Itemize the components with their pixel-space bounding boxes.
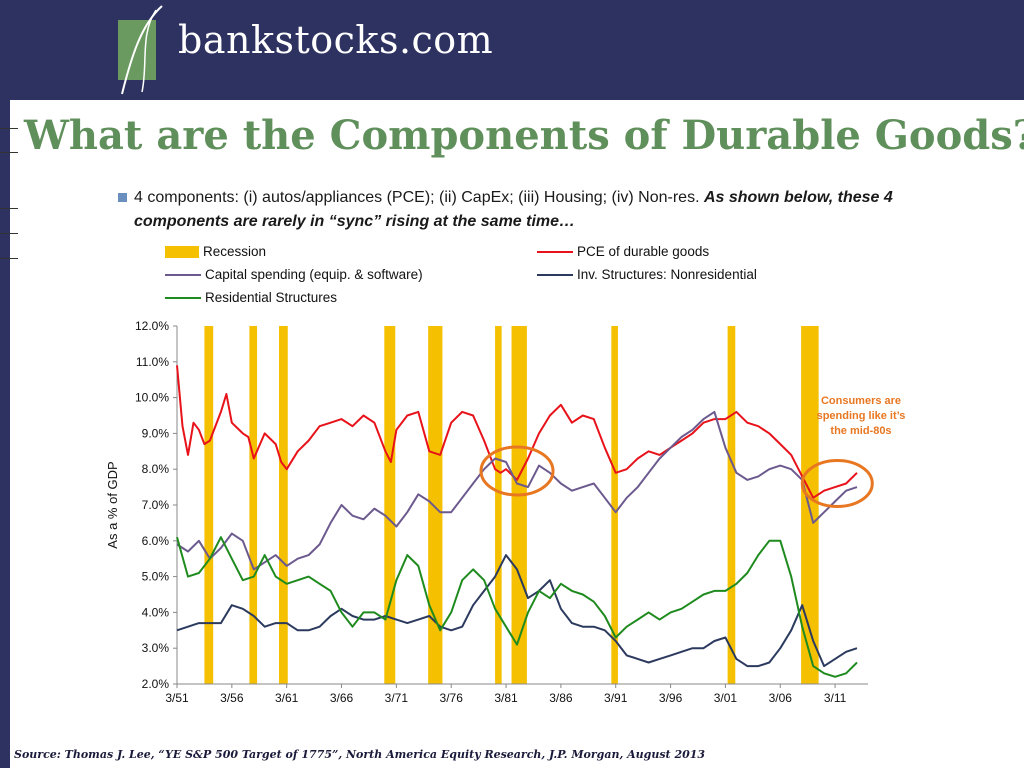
recession-bar	[727, 326, 736, 684]
recession-bar	[801, 326, 819, 684]
annotation-line: spending like it’s	[816, 410, 906, 422]
recession-bar	[511, 326, 527, 684]
x-tick-label: 3/06	[769, 691, 793, 705]
highlight-circle-recent	[800, 459, 874, 509]
x-tick-label: 3/66	[330, 691, 354, 705]
y-tick-label: 11.0%	[136, 355, 169, 369]
legend-label-residential: Residential Structures	[205, 290, 338, 305]
leaf-logo-icon	[118, 5, 163, 95]
legend-swatch-pce	[537, 250, 573, 253]
bullet-emphasis: As shown below, these 4 components are r…	[134, 189, 893, 230]
y-axis-label: As a % of GDP	[105, 461, 120, 548]
recession-bar	[611, 326, 618, 684]
x-tick-label: 3/61	[275, 691, 299, 705]
x-tick-label: 3/51	[165, 691, 189, 705]
legend-item-pce: PCE of durable goods	[537, 244, 709, 259]
x-tick-label: 3/01	[714, 691, 738, 705]
x-tick-label: 3/86	[549, 691, 573, 705]
legend-item-recession: Recession	[165, 244, 266, 259]
x-tick-label: 3/76	[440, 691, 464, 705]
series-line-capex	[176, 410, 858, 571]
x-tick-label: 3/81	[494, 691, 518, 705]
recession-bar	[495, 326, 502, 684]
y-tick-label: 4.0%	[142, 605, 170, 619]
y-tick-label: 2.0%	[142, 677, 170, 691]
y-tick-label: 12.0%	[135, 319, 169, 333]
highlight-circle-1980s	[479, 445, 555, 497]
x-tick-label: 3/96	[659, 691, 683, 705]
header-bar: bankstocks.com	[0, 0, 1024, 100]
y-tick-label: 6.0%	[142, 534, 170, 548]
legend-item-capex: Capital spending (equip. & software)	[165, 267, 423, 282]
legend-swatch-capex	[165, 273, 201, 276]
bullet-point: 4 components: (i) autos/appliances (PCE)…	[118, 186, 958, 234]
y-tick-label: 3.0%	[142, 641, 170, 655]
y-tick-label: 7.0%	[142, 498, 170, 512]
recession-bar	[428, 326, 443, 684]
x-tick-label: 3/11	[824, 691, 847, 705]
legend-item-nonres: Inv. Structures: Nonresidential	[537, 267, 757, 282]
y-tick-label: 5.0%	[142, 570, 170, 584]
y-tick-label: 8.0%	[142, 462, 170, 476]
x-tick-label: 3/71	[385, 691, 409, 705]
series-line-residential	[176, 536, 858, 678]
series-line-pce	[176, 365, 858, 499]
recession-bar	[384, 326, 396, 684]
bullet-square-icon	[118, 193, 127, 202]
legend-label-recession: Recession	[203, 244, 267, 259]
legend-swatch-nonres	[537, 273, 573, 276]
legend-swatch-recession	[165, 245, 199, 258]
bullet-text: 4 components: (i) autos/appliances (PCE)…	[134, 189, 700, 206]
annotation-line: Consumers are	[820, 395, 902, 407]
annotation-line: the mid-80s	[830, 425, 892, 437]
recession-bar	[249, 326, 258, 684]
x-tick-label: 3/56	[220, 691, 244, 705]
x-tick-label: 3/91	[604, 691, 628, 705]
slide-edge-marks	[0, 100, 22, 300]
series-line-nonres	[176, 554, 858, 668]
legend-item-residential: Residential Structures	[165, 290, 337, 305]
chart-legend: Recession PCE of durable goods Capital s…	[165, 244, 785, 314]
legend-label-pce: PCE of durable goods	[577, 244, 710, 259]
source-note: Source: Thomas J. Lee, “YE S&P 500 Targe…	[14, 748, 706, 761]
legend-swatch-residential	[165, 296, 201, 299]
chart-annotation: Consumers are spending like it’s the mid…	[806, 394, 916, 439]
y-tick-label: 10.0%	[135, 391, 169, 405]
recession-bar	[204, 326, 214, 684]
logo-text[interactable]: bankstocks.com	[178, 18, 494, 62]
y-tick-label: 9.0%	[142, 426, 170, 440]
page-title: What are the Components of Durable Goods…	[24, 112, 1024, 159]
legend-label-capex: Capital spending (equip. & software)	[205, 267, 423, 282]
legend-label-nonres: Inv. Structures: Nonresidential	[577, 267, 757, 282]
recession-bar	[279, 326, 288, 684]
